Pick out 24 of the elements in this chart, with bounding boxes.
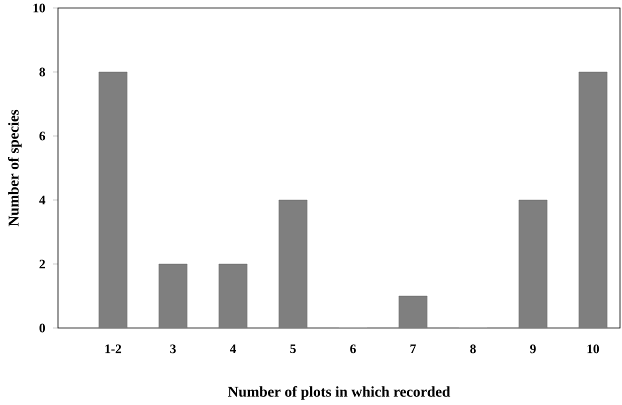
x-tick-label: 9 bbox=[530, 344, 536, 354]
y-tick-label: 10 bbox=[34, 4, 45, 12]
x-tick-label: 4 bbox=[230, 344, 236, 354]
bar bbox=[278, 200, 308, 328]
y-tick-label: 6 bbox=[39, 132, 46, 140]
x-tick-label: 5 bbox=[290, 344, 296, 354]
bar bbox=[578, 72, 608, 328]
y-tick-label: 8 bbox=[39, 68, 46, 76]
y-tick-label: 0 bbox=[40, 324, 45, 332]
bar bbox=[218, 264, 248, 328]
bar bbox=[158, 264, 188, 328]
x-tick-label: 8 bbox=[470, 344, 476, 354]
x-tick-label: 10 bbox=[588, 344, 599, 354]
y-tick-label: 2 bbox=[40, 260, 45, 268]
bar bbox=[98, 72, 128, 328]
x-axis-title: Number of plots in which recorded bbox=[228, 386, 450, 400]
bar bbox=[518, 200, 548, 328]
x-tick-label: 1-2 bbox=[105, 344, 122, 354]
x-tick-label: 6 bbox=[350, 344, 356, 354]
bar bbox=[398, 296, 428, 328]
x-tick-label: 3 bbox=[170, 344, 176, 354]
y-axis-title: Number of species bbox=[8, 110, 22, 226]
x-tick-label: 7 bbox=[410, 344, 416, 353]
y-tick-label: 4 bbox=[39, 196, 46, 204]
